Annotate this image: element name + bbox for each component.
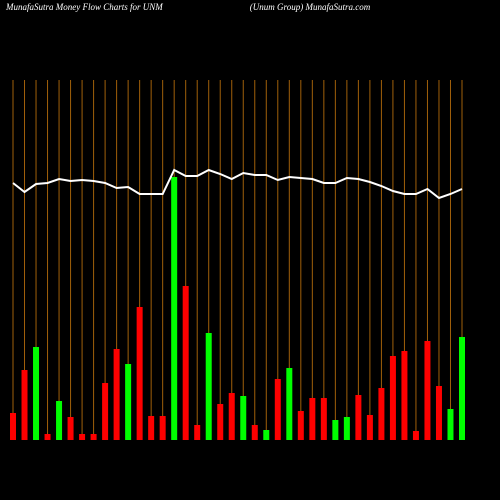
bar <box>182 286 189 440</box>
bar <box>366 415 373 440</box>
bar <box>79 434 86 440</box>
chart-subtitle: (Unum Group) MunafaSutra.com <box>250 2 371 12</box>
bar <box>136 307 143 440</box>
bar <box>459 337 465 440</box>
bar <box>401 351 408 440</box>
bar <box>113 349 120 440</box>
bar <box>343 417 350 440</box>
bar <box>355 395 362 440</box>
bar <box>251 425 258 440</box>
bar <box>389 356 396 440</box>
bar <box>148 416 155 440</box>
bar <box>205 333 212 440</box>
bar <box>228 393 235 440</box>
bar <box>320 398 327 440</box>
bar <box>309 398 316 440</box>
bar <box>297 411 304 440</box>
chart-title: MunafaSutra Money Flow Charts for UNM <box>5 2 163 12</box>
bar <box>125 364 132 440</box>
bar <box>447 409 454 440</box>
bar <box>67 417 74 440</box>
bar <box>332 420 339 440</box>
bar <box>194 425 201 440</box>
bar <box>33 347 40 440</box>
bar <box>90 434 97 440</box>
bar <box>159 416 166 440</box>
bar <box>286 368 293 440</box>
bar <box>171 177 178 440</box>
bar <box>102 383 109 440</box>
bar <box>378 388 385 440</box>
bar <box>274 379 281 440</box>
bar <box>44 434 51 440</box>
bar <box>424 341 431 440</box>
bar <box>240 396 247 440</box>
bar <box>435 386 442 440</box>
bar <box>10 413 16 440</box>
money-flow-line <box>12 168 463 200</box>
bar <box>263 430 270 440</box>
bar <box>412 431 419 440</box>
bar <box>56 401 63 440</box>
bar <box>217 404 224 440</box>
bar <box>21 370 28 440</box>
